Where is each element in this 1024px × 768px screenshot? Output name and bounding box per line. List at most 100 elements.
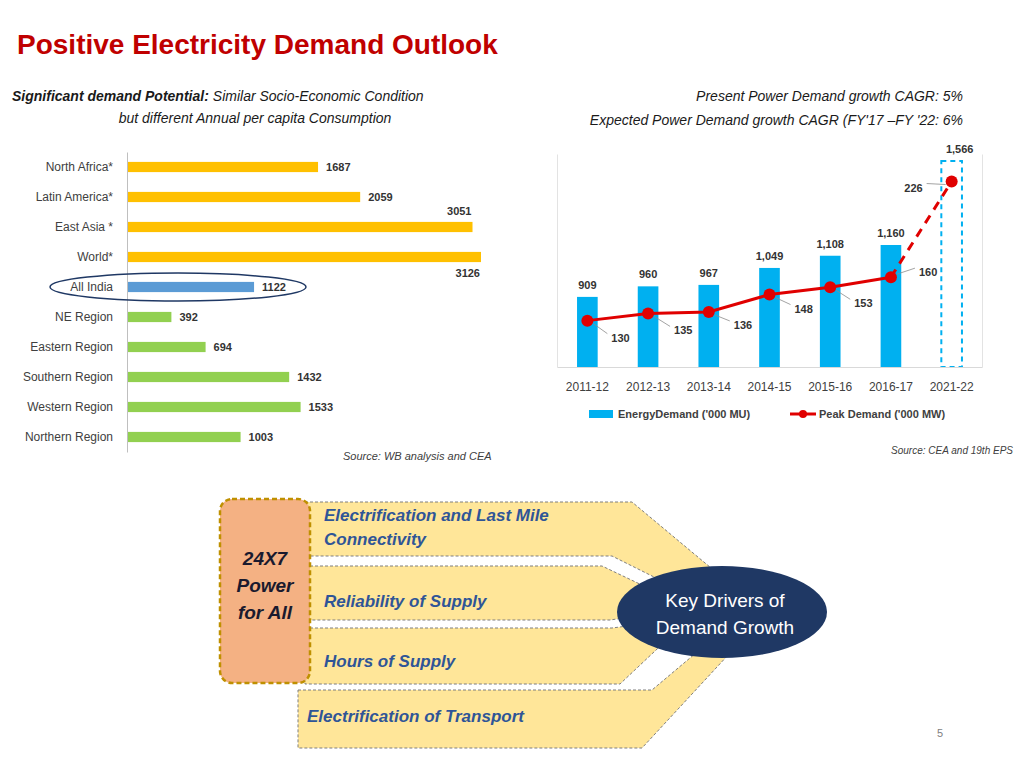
tick-label: 2013-14 bbox=[687, 380, 731, 394]
bar bbox=[127, 222, 473, 232]
data-label: 1,566 bbox=[946, 143, 974, 155]
bar bbox=[577, 297, 598, 367]
axis-line bbox=[557, 155, 558, 368]
leader-line bbox=[654, 316, 670, 326]
tick: All India bbox=[70, 280, 127, 294]
legend-swatch bbox=[799, 410, 807, 418]
tick-label: 2021-22 bbox=[930, 380, 974, 394]
tick-label: 2014-15 bbox=[747, 380, 791, 394]
leader-line bbox=[776, 298, 791, 305]
tick-label: North Africa* bbox=[46, 160, 114, 174]
marker bbox=[703, 306, 715, 318]
chart-subtitle: Expected Power Demand growth CAGR (FY'17… bbox=[590, 112, 963, 128]
tick-label: 2011-12 bbox=[566, 380, 609, 394]
bar bbox=[127, 432, 241, 442]
marker bbox=[764, 289, 776, 301]
marker bbox=[946, 176, 958, 188]
leader-line bbox=[593, 324, 607, 334]
data-label: 392 bbox=[179, 311, 197, 323]
legend-item: EnergyDemand ('000 MU) bbox=[589, 408, 751, 420]
bar bbox=[127, 282, 254, 292]
bar bbox=[127, 252, 481, 262]
data-label: 960 bbox=[639, 268, 657, 280]
tick: Western Region bbox=[27, 400, 127, 414]
marker bbox=[824, 281, 836, 293]
leader-line bbox=[836, 290, 850, 299]
tick: Southern Region bbox=[23, 370, 127, 384]
bar bbox=[820, 256, 841, 367]
tick: 2012-13 bbox=[626, 367, 670, 394]
bar bbox=[698, 285, 719, 367]
bar bbox=[759, 268, 780, 367]
chart-subtitle: but different Annual per capita Consumpt… bbox=[119, 110, 392, 126]
bar bbox=[881, 245, 902, 367]
tick-label: Western Region bbox=[27, 400, 113, 414]
driver-label: Connectivity bbox=[324, 530, 428, 549]
data-label: 2059 bbox=[368, 191, 392, 203]
page-number: 5 bbox=[937, 727, 943, 739]
driver-label: Electrification of Transport bbox=[307, 707, 525, 726]
data-label: 1432 bbox=[297, 371, 321, 383]
marker bbox=[642, 307, 654, 319]
source-note: Source: CEA and 19th EPS bbox=[891, 445, 1013, 456]
axis-line bbox=[558, 367, 983, 368]
tick: Northern Region bbox=[25, 430, 127, 444]
marker bbox=[581, 315, 593, 327]
bar bbox=[127, 192, 360, 202]
data-label: 1687 bbox=[326, 161, 350, 173]
tick: 2011-12 bbox=[566, 367, 609, 394]
tick: 2016-17 bbox=[869, 367, 913, 394]
slide-title: Positive Electricity Demand Outlook bbox=[17, 29, 498, 60]
tick: 2021-22 bbox=[930, 367, 974, 394]
center-label: for All bbox=[238, 602, 293, 623]
tick: Eastern Region bbox=[30, 340, 127, 354]
chart-title: Significant demand Potential:Similar Soc… bbox=[12, 88, 424, 104]
hub-label: Key Drivers of bbox=[665, 590, 785, 611]
bar bbox=[638, 286, 659, 367]
data-label: 226 bbox=[904, 182, 922, 194]
data-label: 3051 bbox=[447, 205, 471, 217]
tick-label: Northern Region bbox=[25, 430, 113, 444]
legend-swatch bbox=[589, 410, 613, 418]
chart-subtitle: Similar Socio-Economic Condition bbox=[213, 88, 424, 104]
data-label: 3126 bbox=[456, 267, 480, 279]
leader-line bbox=[897, 268, 915, 274]
bar bbox=[127, 402, 301, 412]
chart-title-bold: Significant demand Potential: bbox=[12, 88, 209, 104]
driver-label: Electrification and Last Mile bbox=[324, 506, 549, 525]
tick-label: Eastern Region bbox=[30, 340, 113, 354]
tick-label: Southern Region bbox=[23, 370, 113, 384]
tick: World* bbox=[77, 250, 127, 264]
bar bbox=[127, 312, 171, 322]
highlight-ring bbox=[50, 273, 306, 301]
chart-title: Present Power Demand growth CAGR: 5% bbox=[696, 88, 963, 104]
driver-label: Reliability of Supply bbox=[324, 592, 488, 611]
tick: 2015-16 bbox=[808, 367, 852, 394]
axis-line bbox=[982, 155, 983, 368]
plot bbox=[577, 161, 962, 367]
tick: 2014-15 bbox=[747, 367, 791, 394]
driver-diagram: Electrification and Last Mile Connectivit… bbox=[220, 499, 827, 748]
hub bbox=[617, 566, 827, 658]
driver-label: Hours of Supply bbox=[324, 652, 457, 671]
y2-axis bbox=[982, 155, 983, 368]
legend-item: Peak Demand ('000 MW) bbox=[790, 408, 945, 420]
tick-label: 2015-16 bbox=[808, 380, 852, 394]
center-label: Power bbox=[236, 575, 295, 596]
data-label: 1533 bbox=[309, 401, 333, 413]
tick-label: 2016-17 bbox=[869, 380, 913, 394]
leader-line bbox=[715, 315, 730, 321]
center-label: 24X7 bbox=[242, 548, 289, 569]
line bbox=[587, 277, 891, 320]
tick: Latin America* bbox=[36, 190, 127, 204]
data-label: 909 bbox=[578, 279, 596, 291]
legend-label: Peak Demand ('000 MW) bbox=[819, 408, 945, 420]
bar bbox=[127, 342, 206, 352]
tick: NE Region bbox=[55, 310, 127, 324]
data-label: 136 bbox=[734, 319, 752, 331]
marker bbox=[885, 271, 897, 283]
data-label: 130 bbox=[611, 332, 629, 344]
data-label: 967 bbox=[700, 267, 718, 279]
tick: North Africa* bbox=[46, 160, 127, 174]
tick-label: Latin America* bbox=[36, 190, 114, 204]
